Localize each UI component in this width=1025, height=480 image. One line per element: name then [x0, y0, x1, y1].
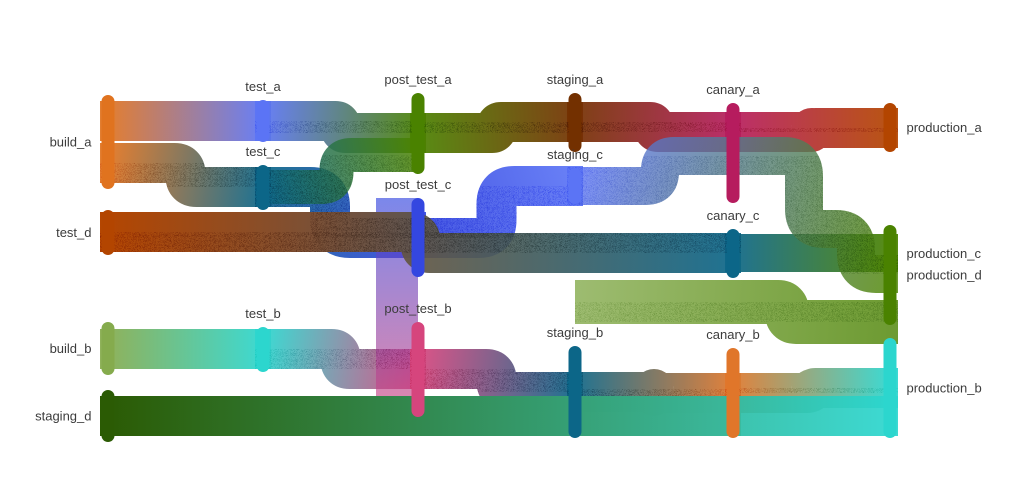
- svg-text:test_b: test_b: [245, 306, 280, 321]
- svg-text:build_b: build_b: [50, 341, 92, 356]
- svg-text:canary_a: canary_a: [706, 82, 760, 97]
- svg-text:post_test_c: post_test_c: [385, 177, 452, 192]
- svg-text:production_d: production_d: [907, 268, 982, 283]
- svg-text:test_d: test_d: [56, 225, 91, 240]
- svg-text:staging_d: staging_d: [35, 409, 91, 424]
- svg-text:build_a: build_a: [50, 135, 93, 150]
- svg-text:production_a: production_a: [907, 120, 983, 135]
- svg-text:canary_b: canary_b: [706, 327, 759, 342]
- svg-text:canary_c: canary_c: [707, 208, 760, 223]
- svg-text:production_b: production_b: [907, 381, 982, 396]
- svg-text:production_c: production_c: [907, 246, 982, 261]
- svg-text:post_test_b: post_test_b: [384, 301, 451, 316]
- svg-text:staging_c: staging_c: [547, 147, 603, 162]
- svg-text:test_a: test_a: [245, 79, 281, 94]
- svg-text:post_test_a: post_test_a: [384, 72, 452, 87]
- svg-text:staging_b: staging_b: [547, 325, 603, 340]
- svg-text:test_c: test_c: [246, 144, 281, 159]
- svg-text:staging_a: staging_a: [547, 72, 604, 87]
